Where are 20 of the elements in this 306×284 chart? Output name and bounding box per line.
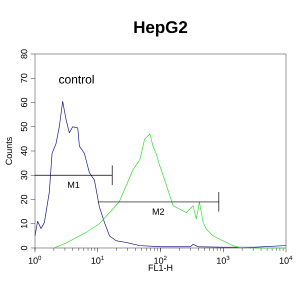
x-axis-title: FL1-H (148, 264, 172, 271)
y-tick-label: 50 (20, 122, 28, 132)
x-tick-label: 10$^{1}$ (92, 256, 104, 264)
y-tick-label: 60 (20, 98, 28, 108)
y-tick-label: 70 (20, 74, 28, 83)
y-tick-label: 0 (20, 246, 28, 250)
chart-title: HepG2 (134, 21, 188, 36)
y-tick-label: 80 (20, 49, 28, 59)
x-tick-label: 10$^{0}$ (28, 256, 42, 264)
annotation: M1 (68, 182, 80, 188)
y-axis-title: Counts (6, 137, 12, 165)
y-tick-label: 20 (20, 194, 28, 204)
x-tick-label: 10$^{2}$ (154, 256, 167, 264)
x-tick-label: 10$^{3}$ (217, 256, 230, 264)
y-tick-label: 10 (20, 219, 28, 228)
x-tick-label: 10$^{4}$ (280, 256, 292, 264)
annotation: control (59, 74, 94, 84)
y-tick-label: 40 (20, 146, 28, 156)
annotation: M2 (152, 208, 164, 215)
y-tick-label: 30 (20, 170, 28, 180)
